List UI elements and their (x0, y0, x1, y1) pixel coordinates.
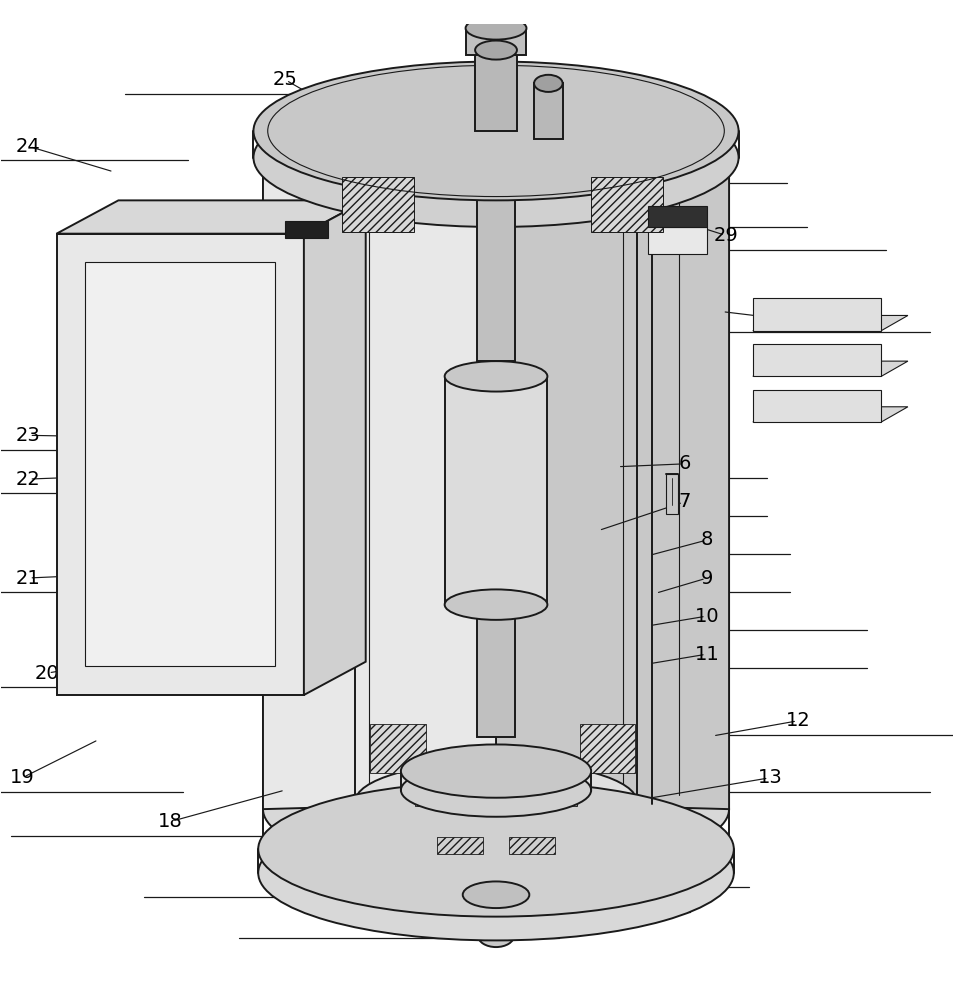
Bar (579, 724, 635, 773)
Polygon shape (304, 200, 365, 695)
Bar (475, 50, 517, 131)
Bar (285, 221, 327, 238)
Bar (752, 344, 881, 376)
Bar (665, 474, 677, 514)
Bar (647, 227, 706, 254)
Ellipse shape (462, 881, 529, 908)
Ellipse shape (322, 856, 668, 924)
Polygon shape (752, 361, 907, 376)
Ellipse shape (465, 17, 526, 40)
Ellipse shape (258, 782, 733, 917)
Bar (415, 890, 467, 920)
Bar (752, 298, 881, 331)
Text: 7: 7 (678, 492, 690, 511)
Bar (534, 83, 562, 139)
Bar (524, 890, 577, 920)
Bar (462, 859, 529, 895)
Text: 12: 12 (785, 711, 810, 730)
Text: 13: 13 (757, 768, 781, 787)
Text: 23: 23 (15, 426, 40, 445)
Polygon shape (496, 93, 728, 809)
Ellipse shape (253, 61, 738, 200)
Text: 14: 14 (577, 863, 601, 882)
Ellipse shape (306, 844, 685, 936)
Ellipse shape (306, 827, 685, 919)
Text: 21: 21 (15, 569, 40, 588)
Ellipse shape (444, 589, 547, 620)
Polygon shape (752, 315, 907, 331)
Bar (476, 0, 515, 361)
Ellipse shape (400, 744, 591, 798)
Bar (509, 837, 555, 854)
Polygon shape (56, 200, 365, 234)
Bar (410, 821, 581, 873)
Text: 11: 11 (694, 645, 719, 664)
Ellipse shape (258, 805, 733, 940)
Text: 20: 20 (34, 664, 59, 683)
Ellipse shape (475, 41, 517, 60)
Text: 6: 6 (678, 454, 690, 473)
Bar (465, 28, 526, 55)
Ellipse shape (400, 763, 591, 817)
Bar (478, 0, 513, 224)
Ellipse shape (477, 924, 514, 947)
Bar (436, 837, 482, 854)
Text: 24: 24 (15, 137, 40, 156)
Text: 16: 16 (386, 914, 411, 933)
Ellipse shape (534, 75, 562, 92)
Bar (647, 206, 706, 227)
Ellipse shape (410, 802, 581, 840)
Text: 8: 8 (700, 530, 713, 549)
Ellipse shape (253, 88, 738, 227)
Text: 30: 30 (757, 308, 781, 327)
Bar (591, 177, 662, 232)
Bar (519, 783, 577, 806)
Bar (370, 724, 425, 773)
Ellipse shape (444, 361, 547, 392)
Ellipse shape (355, 762, 637, 841)
Text: 15: 15 (517, 888, 541, 907)
Text: 27: 27 (615, 159, 639, 178)
Text: 17: 17 (292, 873, 316, 892)
Ellipse shape (263, 744, 728, 874)
Text: 18: 18 (158, 812, 183, 831)
Text: 29: 29 (713, 226, 738, 245)
Polygon shape (263, 93, 496, 809)
Text: 28: 28 (634, 203, 658, 222)
Text: 19: 19 (10, 768, 34, 787)
Text: 9: 9 (700, 569, 713, 588)
Bar (341, 177, 414, 232)
Text: 22: 22 (15, 470, 40, 489)
Polygon shape (752, 407, 907, 422)
Polygon shape (444, 376, 547, 605)
Polygon shape (56, 234, 304, 695)
Text: 10: 10 (694, 607, 719, 626)
Bar (477, 890, 514, 936)
Bar (429, 802, 562, 859)
Bar (85, 262, 275, 666)
Bar (415, 783, 472, 806)
Text: 26: 26 (519, 118, 544, 137)
Ellipse shape (410, 758, 581, 807)
Text: 25: 25 (273, 70, 297, 89)
Bar (752, 390, 881, 422)
Bar (476, 605, 515, 737)
